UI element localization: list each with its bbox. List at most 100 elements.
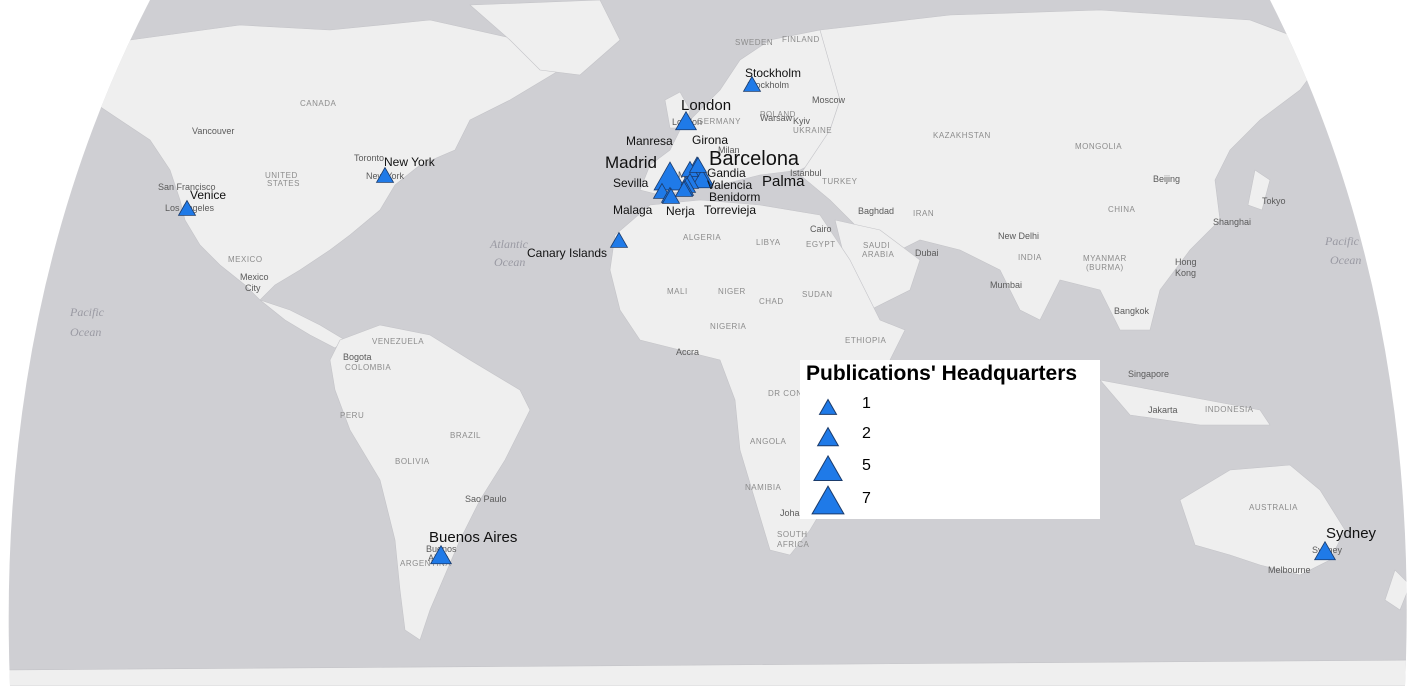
city-label: Bangkok — [1114, 306, 1150, 316]
new-zealand-landmass — [1384, 569, 1407, 611]
city-label: Stockholm — [747, 80, 789, 90]
country-label: EGYPT — [806, 240, 836, 249]
ocean-label: Ocean — [1330, 253, 1361, 267]
country-label: BOLIVIA — [395, 457, 430, 466]
legend-triangle-icon — [816, 426, 840, 447]
legend-entry-7: 7 — [810, 484, 930, 515]
city-label: Beijing — [1153, 174, 1180, 184]
country-label: ANGOLA — [750, 437, 787, 446]
city-label: Shanghai — [1213, 217, 1251, 227]
manresa-label: Manresa — [626, 134, 673, 148]
city-label: Hong — [1175, 257, 1197, 267]
city-label: Cairo — [810, 224, 832, 234]
city-label: Bogota — [343, 352, 372, 362]
country-label: SUDAN — [802, 290, 833, 299]
city-label: Kyiv — [793, 116, 811, 126]
ocean-label: Atlantic — [489, 237, 529, 251]
benidorm-label: Benidorm — [709, 190, 760, 204]
barcelona-label: Barcelona — [709, 148, 800, 170]
city-label: New Delhi — [998, 231, 1039, 241]
country-label: IRAN — [913, 209, 934, 218]
venice-hq-marker[interactable] — [177, 199, 197, 216]
legend-entry-5: 5 — [810, 453, 930, 483]
country-label: SOUTH — [777, 530, 808, 539]
country-label: LIBYA — [756, 238, 781, 247]
city-label: Istanbul — [790, 168, 822, 178]
legend-value: 2 — [862, 425, 871, 442]
torrevieja-hq-marker[interactable] — [674, 180, 694, 197]
stockholm-label: Stockholm — [745, 66, 801, 80]
indonesia-landmass — [1099, 379, 1271, 426]
stockholm-hq-marker[interactable] — [742, 75, 762, 92]
ocean-label: Pacific — [1324, 234, 1360, 248]
city-label: Accra — [676, 347, 699, 357]
sevilla-label: Sevilla — [613, 176, 649, 190]
greenland-landmass — [469, 0, 621, 76]
country-label: NAMIBIA — [745, 483, 782, 492]
headquarters-labels: Stockholm London New York Venice Madrid Barce… — [190, 66, 1377, 546]
city-label: Melbourne — [1268, 565, 1311, 575]
legend-value: 5 — [862, 457, 871, 474]
city-label: Jakarta — [1148, 405, 1178, 415]
country-label: TURKEY — [822, 177, 858, 186]
gandia-label: Gandia — [707, 166, 746, 180]
city-label: Kong — [1175, 268, 1196, 278]
city-label: Milan — [718, 145, 740, 155]
country-label: POLAND — [760, 110, 796, 119]
country-label: CHINA — [1108, 205, 1136, 214]
country-label: GERMANY — [697, 117, 741, 126]
country-label: VENEZUELA — [372, 337, 424, 346]
legend-title: Publications' Headquarters — [806, 362, 1078, 385]
country-label: MALI — [667, 287, 688, 296]
torrevieja-label: Torrevieja — [704, 203, 756, 217]
country-label: AUSTRALIA — [1249, 503, 1298, 512]
country-label: INDONESIA — [1205, 405, 1254, 414]
city-label: Dubai — [915, 248, 939, 258]
sydney-label: Sydney — [1326, 525, 1377, 542]
country-label: MEXICO — [228, 255, 263, 264]
country-label: ARABIA — [862, 250, 895, 259]
buenos-aires-hq-marker[interactable] — [429, 544, 453, 565]
country-label: FINLAND — [782, 35, 820, 44]
city-label: City — [245, 283, 261, 293]
legend-triangle-icon — [811, 485, 845, 515]
new-york-hq-marker[interactable] — [375, 166, 395, 183]
nerja-hq-marker[interactable] — [661, 187, 681, 204]
sydney-hq-marker[interactable] — [1313, 540, 1337, 561]
legend-entry-2: 2 — [810, 422, 930, 452]
legend-triangle-icon — [818, 398, 838, 415]
country-label: SWEDEN — [735, 38, 773, 47]
country-label: ETHIOPIA — [845, 336, 887, 345]
madrid-label: Madrid — [605, 153, 657, 172]
buenos-aires-label: Buenos Aires — [429, 529, 517, 546]
city-label: Mexico — [240, 272, 269, 282]
country-label: INDIA — [1018, 253, 1042, 262]
country-label: NIGERIA — [710, 322, 747, 331]
legend-value: 7 — [862, 490, 871, 507]
london-hq-marker[interactable] — [674, 110, 698, 131]
city-label: Mumbai — [990, 280, 1022, 290]
south-america-landmass — [329, 324, 531, 641]
city-label: Toronto — [354, 153, 384, 163]
map-legend: Publications' Headquarters 1 2 5 7 — [800, 360, 1100, 519]
city-label: Sao Paulo — [465, 494, 507, 504]
country-label: NIGER — [718, 287, 746, 296]
nerja-label: Nerja — [666, 204, 695, 218]
canary-islands-hq-marker[interactable] — [609, 231, 629, 248]
country-label: CANADA — [300, 99, 337, 108]
country-label: KAZAKHSTAN — [933, 131, 991, 140]
country-label: CHAD — [759, 297, 784, 306]
legend-entry-1: 1 — [810, 392, 930, 422]
country-label: PERU — [340, 411, 364, 420]
country-label: COLOMBIA — [345, 363, 391, 372]
country-label: DR CONGO — [768, 389, 816, 398]
girona-hq-marker[interactable] — [688, 156, 708, 173]
ocean-label: Ocean — [70, 325, 101, 339]
country-label: MYANMAR — [1083, 254, 1127, 263]
city-label: Moscow — [812, 95, 846, 105]
country-label: UKRAINE — [793, 126, 832, 135]
palma-hq-marker[interactable] — [690, 168, 714, 189]
venice-label: Venice — [190, 188, 226, 202]
